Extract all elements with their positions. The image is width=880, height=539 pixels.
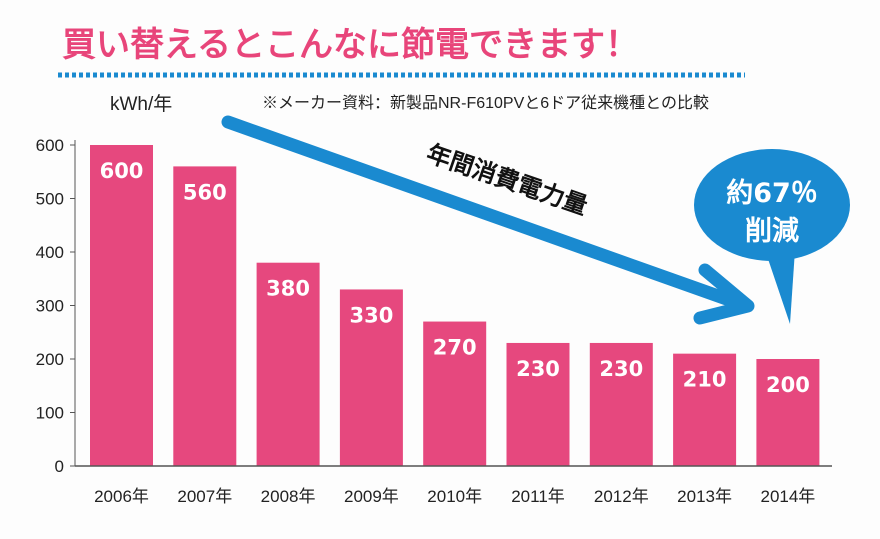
- data-label: 380: [266, 277, 310, 301]
- bar-2011年: [506, 342, 570, 466]
- chart-title: 買い替えるとこんなに節電できます！: [62, 25, 639, 65]
- callout-percent: 約67％: [726, 177, 818, 209]
- source-note: ※メーカー資料：新製品NR-F610PVと6ドア従来機種との比較: [262, 94, 709, 112]
- y-tick-label: 500: [36, 190, 64, 209]
- y-tick-label: 0: [55, 457, 64, 476]
- y-tick-label: 200: [36, 350, 64, 369]
- y-tick-label: 400: [36, 243, 64, 262]
- data-label: 330: [349, 303, 393, 327]
- bar-2014年: [756, 359, 820, 466]
- data-label: 200: [766, 373, 810, 397]
- bar-2010年: [423, 321, 487, 466]
- x-tick-label: 2013年: [677, 487, 732, 506]
- reduction-callout-bubble: 約67％ 削減: [694, 149, 850, 324]
- callout-reduction: 削減: [745, 216, 799, 247]
- data-label: 560: [183, 180, 227, 204]
- bar-2013年: [673, 353, 737, 466]
- x-tick-label: 2010年: [427, 487, 482, 506]
- bar-2007年: [173, 166, 237, 466]
- x-tick-label: 2014年: [760, 487, 815, 506]
- bar-2008年: [256, 262, 320, 466]
- y-tick-label: 300: [36, 297, 64, 316]
- x-tick-label: 2006年: [94, 487, 149, 506]
- data-label: 230: [516, 357, 560, 381]
- x-tick-label: 2012年: [594, 487, 649, 506]
- bar-2012年: [589, 342, 653, 466]
- trend-arrow: [221, 115, 755, 325]
- bar-2009年: [339, 289, 403, 466]
- data-label: 270: [433, 336, 477, 360]
- x-tick-label: 2011年: [511, 487, 565, 506]
- x-tick-label: 2008年: [261, 487, 316, 506]
- data-label: 210: [683, 368, 727, 392]
- x-tick-label: 2009年: [344, 487, 399, 506]
- y-tick-label: 600: [36, 136, 64, 155]
- data-label: 600: [100, 159, 144, 183]
- x-tick-label: 2007年: [177, 487, 232, 506]
- bar-2006年: [90, 145, 153, 466]
- y-axis-unit-label: kWh/年: [110, 93, 172, 115]
- y-tick-label: 100: [36, 404, 64, 423]
- arrow-label: 年間消費電力量: [423, 139, 591, 220]
- data-label: 230: [599, 357, 643, 381]
